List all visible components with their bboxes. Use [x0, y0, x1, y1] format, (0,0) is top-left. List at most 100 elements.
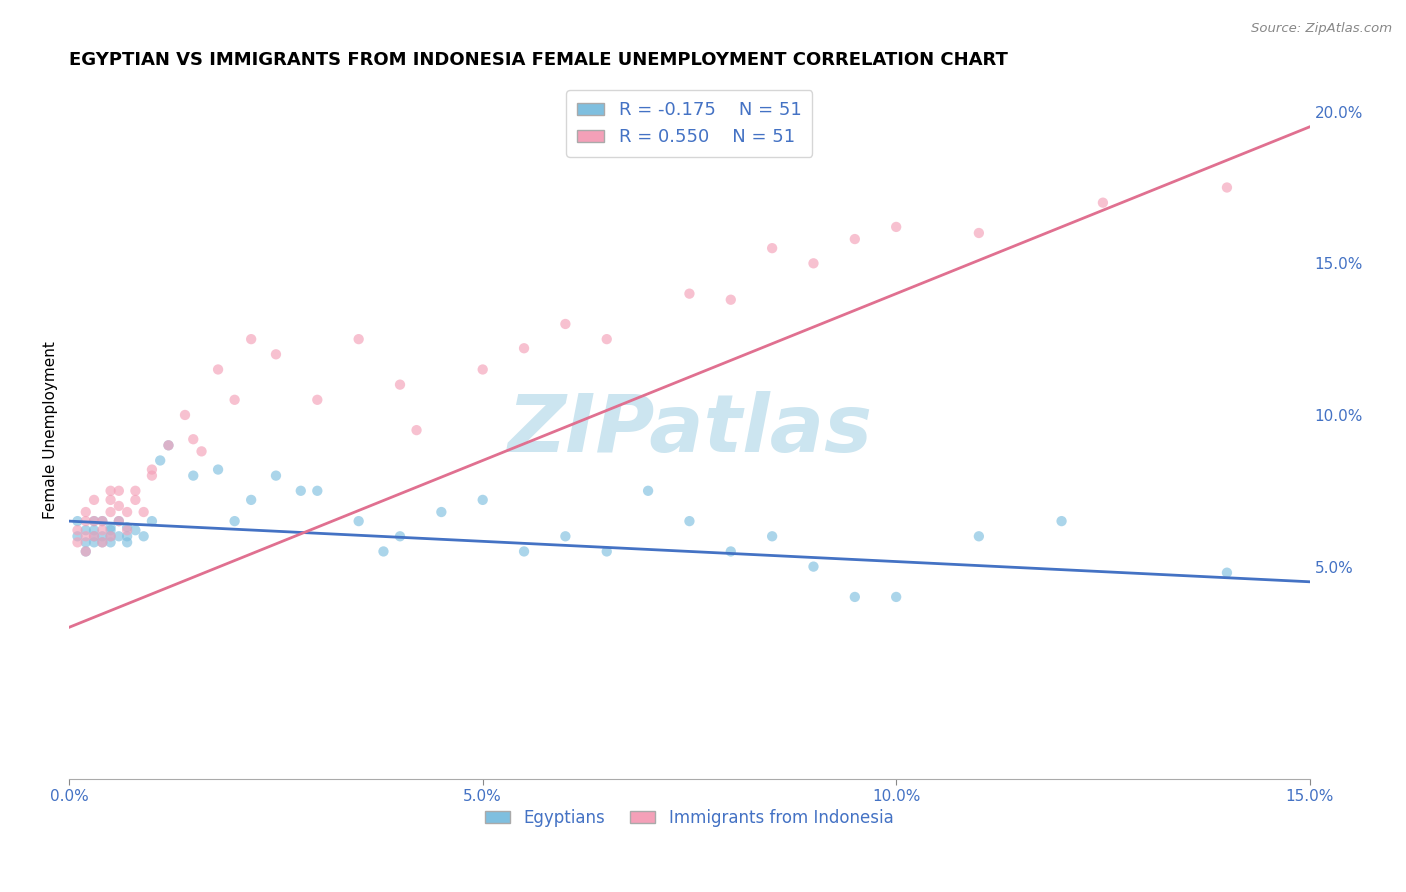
Y-axis label: Female Unemployment: Female Unemployment — [44, 342, 58, 519]
Point — [132, 505, 155, 519]
Point — [224, 392, 246, 407]
Point — [389, 377, 412, 392]
Point — [884, 590, 907, 604]
Point — [115, 529, 138, 543]
Point — [720, 544, 742, 558]
Point — [373, 544, 395, 558]
Point — [75, 535, 97, 549]
Point — [720, 293, 742, 307]
Point — [190, 444, 212, 458]
Point — [347, 514, 370, 528]
Point — [100, 523, 122, 537]
Point — [66, 514, 89, 528]
Point — [124, 523, 146, 537]
Point — [132, 529, 155, 543]
Point — [75, 523, 97, 537]
Point — [108, 514, 131, 528]
Point — [66, 523, 89, 537]
Point — [108, 499, 131, 513]
Point — [554, 317, 576, 331]
Point — [513, 544, 536, 558]
Point — [347, 332, 370, 346]
Point — [471, 492, 494, 507]
Point — [115, 523, 138, 537]
Point — [75, 544, 97, 558]
Point — [124, 492, 146, 507]
Point — [141, 468, 163, 483]
Point — [83, 514, 105, 528]
Point — [100, 520, 122, 534]
Point — [596, 332, 619, 346]
Point — [100, 483, 122, 498]
Point — [844, 232, 866, 246]
Point — [967, 226, 990, 240]
Point — [1091, 195, 1114, 210]
Point — [1216, 566, 1239, 580]
Point — [678, 286, 700, 301]
Legend: Egyptians, Immigrants from Indonesia: Egyptians, Immigrants from Indonesia — [478, 802, 900, 833]
Point — [108, 529, 131, 543]
Point — [803, 256, 825, 270]
Point — [66, 535, 89, 549]
Point — [554, 529, 576, 543]
Point — [83, 523, 105, 537]
Point — [264, 468, 287, 483]
Point — [149, 453, 172, 467]
Point — [513, 341, 536, 355]
Point — [174, 408, 197, 422]
Point — [83, 492, 105, 507]
Point — [115, 535, 138, 549]
Point — [91, 523, 114, 537]
Point — [761, 241, 783, 255]
Point — [240, 332, 263, 346]
Point — [83, 529, 105, 543]
Point — [141, 514, 163, 528]
Point — [83, 535, 105, 549]
Point — [108, 514, 131, 528]
Point — [803, 559, 825, 574]
Point — [75, 514, 97, 528]
Point — [307, 483, 329, 498]
Point — [844, 590, 866, 604]
Text: Source: ZipAtlas.com: Source: ZipAtlas.com — [1251, 22, 1392, 36]
Point — [91, 535, 114, 549]
Point — [637, 483, 659, 498]
Point — [207, 462, 229, 476]
Point — [967, 529, 990, 543]
Point — [157, 438, 180, 452]
Point — [224, 514, 246, 528]
Point — [240, 492, 263, 507]
Point — [108, 483, 131, 498]
Point — [100, 529, 122, 543]
Point — [91, 535, 114, 549]
Point — [405, 423, 427, 437]
Point — [83, 529, 105, 543]
Point — [157, 438, 180, 452]
Point — [91, 529, 114, 543]
Text: EGYPTIAN VS IMMIGRANTS FROM INDONESIA FEMALE UNEMPLOYMENT CORRELATION CHART: EGYPTIAN VS IMMIGRANTS FROM INDONESIA FE… — [69, 51, 1008, 69]
Point — [75, 529, 97, 543]
Point — [115, 505, 138, 519]
Point — [884, 219, 907, 234]
Point — [100, 529, 122, 543]
Point — [596, 544, 619, 558]
Point — [307, 392, 329, 407]
Point — [1050, 514, 1073, 528]
Point — [75, 544, 97, 558]
Point — [290, 483, 312, 498]
Point — [115, 520, 138, 534]
Point — [207, 362, 229, 376]
Point — [141, 462, 163, 476]
Point — [75, 505, 97, 519]
Point — [181, 468, 204, 483]
Text: ZIPatlas: ZIPatlas — [508, 391, 872, 469]
Point — [181, 432, 204, 446]
Point — [124, 483, 146, 498]
Point — [1216, 180, 1239, 194]
Point — [761, 529, 783, 543]
Point — [91, 514, 114, 528]
Point — [430, 505, 453, 519]
Point — [389, 529, 412, 543]
Point — [66, 529, 89, 543]
Point — [100, 492, 122, 507]
